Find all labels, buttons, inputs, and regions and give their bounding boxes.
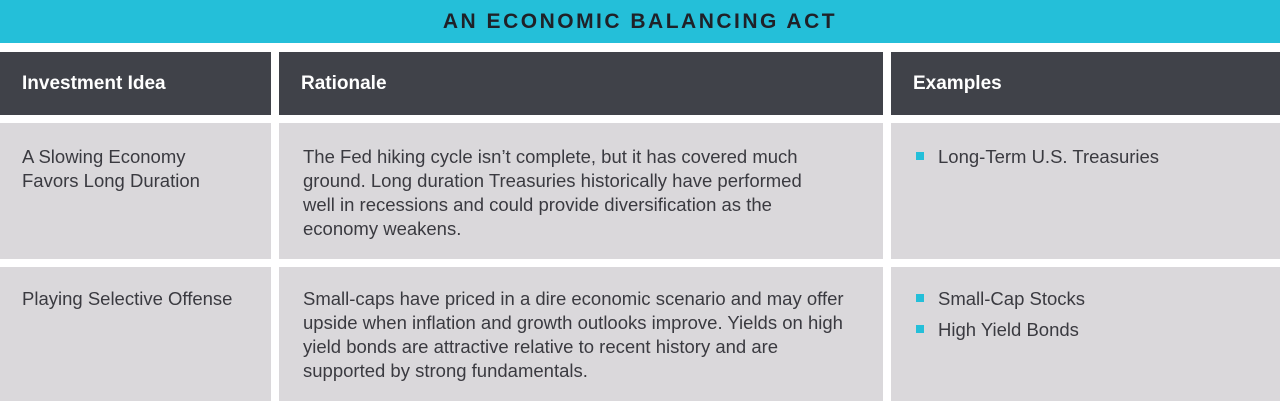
row1-idea: A Slowing Economy Favors Long Duration [0, 123, 271, 259]
rationale-text: Small-caps have priced in a dire economi… [303, 288, 844, 381]
header-investment-idea: Investment Idea [0, 52, 271, 115]
list-item: Small-Cap Stocks [915, 287, 1258, 311]
list-item: High Yield Bonds [915, 318, 1258, 342]
row1-examples: Long-Term U.S. Treasuries [891, 123, 1280, 259]
header-rationale: Rationale [279, 52, 883, 115]
table-title: AN ECONOMIC BALANCING ACT [0, 0, 1280, 43]
idea-text: A Slowing Economy Favors Long Duration [22, 146, 200, 191]
row2-idea: Playing Selective Offense [0, 267, 271, 401]
example-text: Small-Cap Stocks [938, 288, 1086, 309]
row1-rationale: The Fed hiking cycle isn’t complete, but… [279, 123, 883, 259]
rationale-text: The Fed hiking cycle isn’t complete, but… [303, 146, 802, 239]
row2-rationale: Small-caps have priced in a dire economi… [279, 267, 883, 401]
bullet-square-icon [916, 294, 924, 302]
list-item: Long-Term U.S. Treasuries [915, 145, 1258, 169]
example-text: High Yield Bonds [938, 319, 1079, 340]
row2-examples: Small-Cap Stocks High Yield Bonds [891, 267, 1280, 401]
bullet-square-icon [916, 152, 924, 160]
example-text: Long-Term U.S. Treasuries [938, 146, 1160, 167]
header-examples: Examples [891, 52, 1280, 115]
bullet-square-icon [916, 325, 924, 333]
idea-text: Playing Selective Offense [22, 288, 233, 309]
